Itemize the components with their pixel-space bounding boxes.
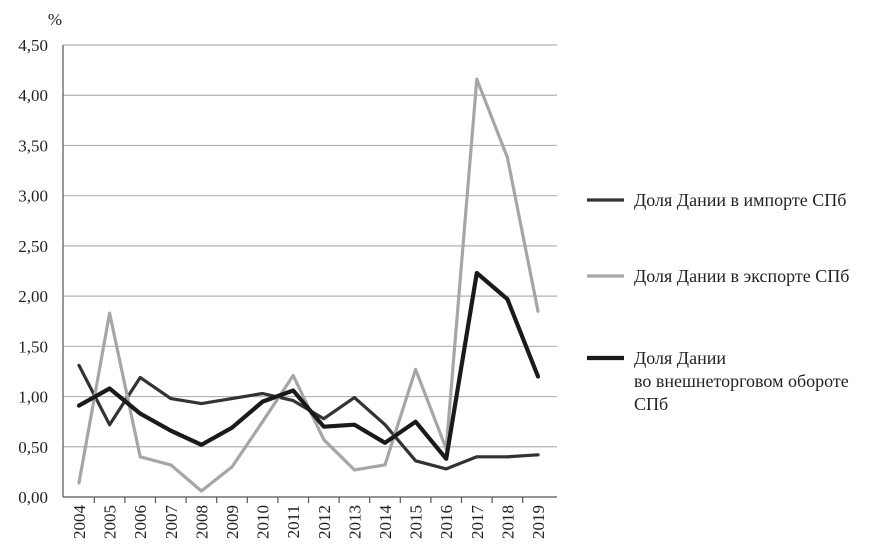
data-point bbox=[169, 463, 173, 467]
x-tick-label: 2009 bbox=[223, 505, 242, 539]
y-tick-label: 3,50 bbox=[18, 136, 48, 155]
x-tick-label: 2015 bbox=[407, 505, 426, 539]
x-tick-label: 2004 bbox=[70, 505, 89, 540]
data-point bbox=[230, 426, 234, 430]
legend-label-1: Доля Дании в импорте СПб bbox=[634, 190, 846, 210]
data-point bbox=[322, 417, 326, 421]
data-point bbox=[261, 400, 265, 404]
data-point bbox=[475, 271, 479, 275]
data-point bbox=[536, 309, 540, 313]
axes: 0,00 0,50 1,00 1,50 2,00 2,50 3,00 3,50 4,00 4,50… bbox=[18, 10, 557, 539]
data-point bbox=[475, 77, 479, 81]
legend-label-3: Доля Дании во внешнеторговом обороте СПб bbox=[634, 348, 849, 414]
x-tick-label: 2010 bbox=[254, 505, 273, 539]
series-lines bbox=[76, 77, 541, 493]
x-tick-label: 2005 bbox=[101, 505, 120, 539]
data-point bbox=[169, 429, 173, 433]
data-point bbox=[352, 468, 356, 472]
x-tick-label: 2006 bbox=[131, 505, 150, 539]
data-point bbox=[414, 367, 418, 371]
data-point bbox=[383, 463, 387, 467]
legend: Доля Дании в импорте СПб Доля Дании в экс… bbox=[587, 190, 849, 414]
x-tick-label: 2014 bbox=[376, 505, 395, 540]
data-point bbox=[199, 443, 203, 447]
data-point bbox=[444, 457, 448, 461]
y-tick-label: 3,00 bbox=[18, 187, 48, 206]
data-point bbox=[199, 402, 203, 406]
data-point bbox=[414, 459, 418, 463]
x-tick-label: 2007 bbox=[162, 505, 181, 540]
data-point bbox=[261, 420, 265, 424]
y-tick-label: 4,50 bbox=[18, 36, 48, 55]
data-point bbox=[475, 455, 479, 459]
data-point bbox=[383, 423, 387, 427]
grid-lines bbox=[63, 44, 557, 448]
data-point bbox=[352, 423, 356, 427]
data-point bbox=[505, 155, 509, 159]
y-tick-label: 0,00 bbox=[18, 488, 48, 507]
data-point bbox=[291, 373, 295, 377]
data-point bbox=[291, 399, 295, 403]
series-line-2 bbox=[77, 77, 540, 493]
data-point bbox=[230, 397, 234, 401]
data-point bbox=[536, 374, 540, 378]
y-tick-label: 2,50 bbox=[18, 237, 48, 256]
data-point bbox=[414, 420, 418, 424]
data-point bbox=[505, 297, 509, 301]
legend-label-2: Доля Дании в экспорте СПб bbox=[634, 266, 849, 286]
data-point bbox=[444, 467, 448, 471]
data-point bbox=[383, 441, 387, 445]
data-point bbox=[261, 392, 265, 396]
data-point bbox=[505, 455, 509, 459]
x-tick-label: 2017 bbox=[468, 505, 487, 540]
data-point bbox=[138, 375, 142, 379]
y-tick-label: 1,50 bbox=[18, 337, 48, 356]
x-tick-label: 2019 bbox=[529, 505, 548, 539]
data-point bbox=[230, 465, 234, 469]
data-point bbox=[77, 363, 81, 367]
data-point bbox=[77, 404, 81, 408]
y-tick-label: 2,00 bbox=[18, 287, 48, 306]
data-point bbox=[108, 387, 112, 391]
data-point bbox=[138, 412, 142, 416]
y-tick-label: 0,50 bbox=[18, 438, 48, 457]
x-tick-label: 2008 bbox=[192, 505, 211, 539]
x-tick-label: 2016 bbox=[437, 505, 456, 539]
data-point bbox=[169, 397, 173, 401]
x-tick-label: 2011 bbox=[284, 505, 303, 538]
data-point bbox=[108, 423, 112, 427]
x-tick-label: 2013 bbox=[345, 505, 364, 539]
data-point bbox=[291, 389, 295, 393]
data-point bbox=[322, 425, 326, 429]
data-point bbox=[322, 438, 326, 442]
data-point bbox=[199, 489, 203, 493]
data-point bbox=[536, 453, 540, 457]
series-line-3 bbox=[76, 270, 541, 461]
data-point bbox=[138, 455, 142, 459]
x-tick-label: 2018 bbox=[498, 505, 517, 539]
y-tick-label: 1,00 bbox=[18, 388, 48, 407]
data-point bbox=[352, 396, 356, 400]
data-point bbox=[108, 311, 112, 315]
x-tick-label: 2012 bbox=[315, 505, 334, 539]
y-tick-label: 4,00 bbox=[18, 86, 48, 105]
y-axis-label: % bbox=[48, 10, 62, 29]
data-point bbox=[77, 481, 81, 485]
